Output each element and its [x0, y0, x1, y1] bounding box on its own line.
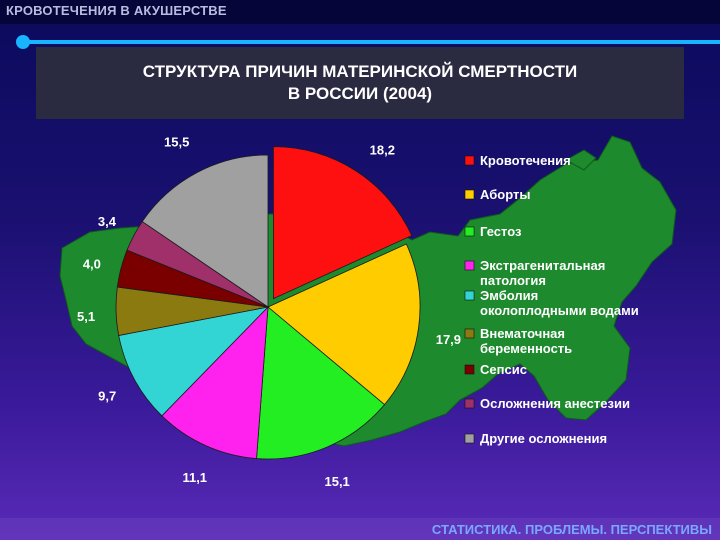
- legend-label: Сепсис: [480, 362, 527, 377]
- chart-title-line-1: СТРУКТУРА ПРИЧИН МАТЕРИНСКОЙ СМЕРТНОСТИ: [142, 62, 578, 81]
- legend-swatch: [464, 364, 475, 375]
- pie-data-label: 15,5: [164, 135, 189, 150]
- pie-data-label: 5,1: [77, 309, 95, 324]
- pie-data-label: 17,9: [436, 332, 461, 347]
- header-bar: КРОВОТЕЧЕНИЯ В АКУШЕРСТВЕ: [0, 0, 720, 24]
- chart-title-box: СТРУКТУРА ПРИЧИН МАТЕРИНСКОЙ СМЕРТНОСТИ …: [36, 47, 684, 119]
- pie-data-label: 18,2: [370, 142, 395, 157]
- pie-slice: [141, 154, 269, 308]
- legend-swatch: [464, 155, 475, 166]
- pie-slice: [256, 306, 386, 460]
- pie-slice: [118, 306, 270, 417]
- pie-data-labels: 18,2 17,9 15,1 11,1 9,7 5,1 4,0 3,4 15,5: [77, 135, 461, 489]
- pie-slice: [161, 305, 269, 459]
- pie-data-label: 3,4: [98, 214, 117, 229]
- chart-title-line-2: В РОССИИ (2004): [287, 84, 433, 103]
- pie-data-label: 9,7: [98, 388, 116, 403]
- pie-data-label: 4,0: [83, 257, 101, 272]
- legend-swatch: [464, 260, 475, 271]
- legend-label: Другие осложнения: [480, 431, 607, 446]
- accent-dot: [16, 35, 30, 49]
- legend-swatch: [464, 328, 475, 339]
- legend-swatch: [464, 226, 475, 237]
- pie-slice: [267, 243, 421, 406]
- accent-line: [22, 40, 720, 44]
- chart-title: СТРУКТУРА ПРИЧИН МАТЕРИНСКОЙ СМЕРТНОСТИ …: [143, 61, 577, 105]
- footer-text: СТАТИСТИКА. ПРОБЛЕМЫ. ПЕРСПЕКТИВЫ: [431, 522, 712, 537]
- pie-data-label: 11,1: [182, 470, 207, 485]
- legend-label: Осложнения анестезии: [480, 396, 630, 411]
- legend-swatch: [464, 398, 475, 409]
- legend-swatch: [464, 433, 475, 444]
- chart-legend: Кровотечения Аборты Гестоз Экстрагенитальна…: [464, 153, 639, 446]
- pie-slices: [115, 146, 421, 460]
- legend-label: Эмболия околоплодными водами: [480, 288, 639, 318]
- map-island: [564, 149, 597, 171]
- footer-bar: [0, 518, 720, 540]
- legend-label: Аборты: [480, 187, 530, 202]
- legend-swatch: [464, 290, 475, 301]
- header-title: КРОВОТЕЧЕНИЯ В АКУШЕРСТВЕ: [6, 3, 227, 18]
- legend-label: Внематочная беременность: [480, 326, 572, 356]
- legend-swatch: [464, 189, 475, 200]
- pie-slice: [273, 146, 413, 300]
- legend-label: Кровотечения: [480, 153, 571, 168]
- pie-data-label: 15,1: [324, 474, 349, 489]
- legend-label: Экстрагенитальная патология: [480, 258, 605, 288]
- legend-label: Гестоз: [480, 224, 522, 239]
